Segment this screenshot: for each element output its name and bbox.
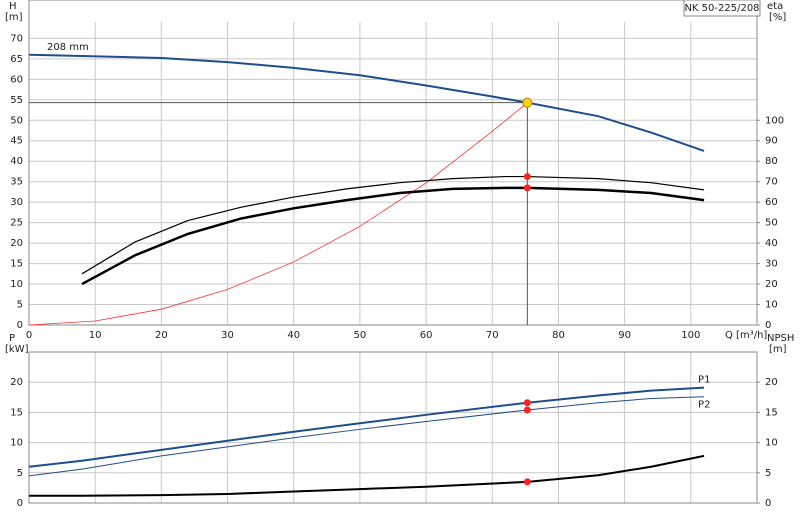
y-tick-label: 10: [10, 279, 23, 290]
plot-frame: [28, 351, 758, 504]
y-tick-label: 5: [17, 300, 23, 311]
y-axis-unit: [kW]: [5, 344, 29, 355]
y2-tick-label: 80: [765, 156, 778, 167]
y2-axis-unit: [%]: [769, 12, 786, 23]
y2-tick-label: 20: [765, 279, 778, 290]
y-tick-label: 0: [17, 498, 23, 509]
plot-frame: [28, 0, 758, 326]
y-tick-label: 45: [10, 136, 23, 147]
x-tick-label: 50: [354, 330, 367, 341]
y-tick-label: 35: [10, 177, 23, 188]
y-axis-title: P: [9, 333, 15, 344]
x-tick-label: 40: [287, 330, 300, 341]
y-tick-label: 40: [10, 156, 23, 167]
y-tick-label: 15: [10, 259, 23, 270]
duty-point: [522, 97, 533, 108]
y2-axis-unit: [m]: [769, 344, 787, 355]
series-line: [29, 454, 705, 497]
y2-tick-label: 15: [765, 407, 778, 418]
y-tick-label: 10: [10, 438, 23, 449]
x-axis-title: Q [m³/h]: [725, 330, 767, 341]
y2-tick-label: 30: [765, 259, 778, 270]
x-tick-label: 90: [618, 330, 631, 341]
y2-axis-title: eta: [767, 1, 783, 12]
title-box: [683, 0, 761, 17]
x-tick-label: 20: [155, 330, 168, 341]
y-tick-label: 0: [17, 320, 23, 331]
y-axis-title: H: [9, 1, 17, 12]
y2-tick-label: 40: [765, 238, 778, 249]
y2-tick-label: 90: [765, 136, 778, 147]
x-tick-label: 100: [681, 330, 700, 341]
y-tick-label: 20: [10, 377, 23, 388]
y-tick-label: 25: [10, 218, 23, 229]
x-tick-label: 80: [552, 330, 565, 341]
series-line: [28, 102, 528, 326]
y2-tick-label: 0: [765, 498, 771, 509]
y-tick-label: 50: [10, 115, 23, 126]
y-tick-label: 70: [10, 33, 23, 44]
y-tick-label: 30: [10, 197, 23, 208]
series-line: [81, 175, 705, 275]
y-axis-unit: [m]: [5, 12, 23, 23]
y2-tick-label: 60: [765, 197, 778, 208]
point-marker: [523, 173, 531, 181]
series-line: [28, 53, 705, 152]
y2-tick-label: 100: [765, 115, 784, 126]
y2-tick-label: 20: [765, 377, 778, 388]
y-tick-label: 20: [10, 238, 23, 249]
x-tick-label: 70: [486, 330, 499, 341]
series-label: P2: [698, 400, 710, 411]
chart-title: NK 50-225/208: [684, 3, 759, 14]
y2-tick-label: 50: [765, 218, 778, 229]
y2-tick-label: 10: [765, 438, 778, 449]
point-marker: [523, 399, 531, 407]
y-tick-label: 60: [10, 74, 23, 85]
y2-tick-label: 5: [765, 468, 771, 479]
point-marker: [523, 184, 531, 192]
x-tick-label: 0: [26, 330, 32, 341]
y-tick-label: 55: [10, 95, 23, 106]
y-tick-label: 15: [10, 407, 23, 418]
y2-tick-label: 10: [765, 300, 778, 311]
series-line: [28, 386, 705, 468]
y2-axis-title: NPSH: [767, 333, 794, 344]
y2-tick-label: 0: [765, 320, 771, 331]
x-tick-label: 10: [89, 330, 102, 341]
series-label: 208 mm: [47, 42, 89, 53]
y-tick-label: 65: [10, 54, 23, 65]
series-line: [28, 396, 705, 477]
x-tick-label: 60: [420, 330, 433, 341]
series-label: P1: [698, 375, 710, 386]
y2-tick-label: 70: [765, 177, 778, 188]
point-marker: [523, 478, 531, 486]
x-tick-label: 30: [221, 330, 234, 341]
y-tick-label: 5: [17, 468, 23, 479]
point-marker: [523, 406, 531, 414]
series-line: [81, 186, 705, 286]
